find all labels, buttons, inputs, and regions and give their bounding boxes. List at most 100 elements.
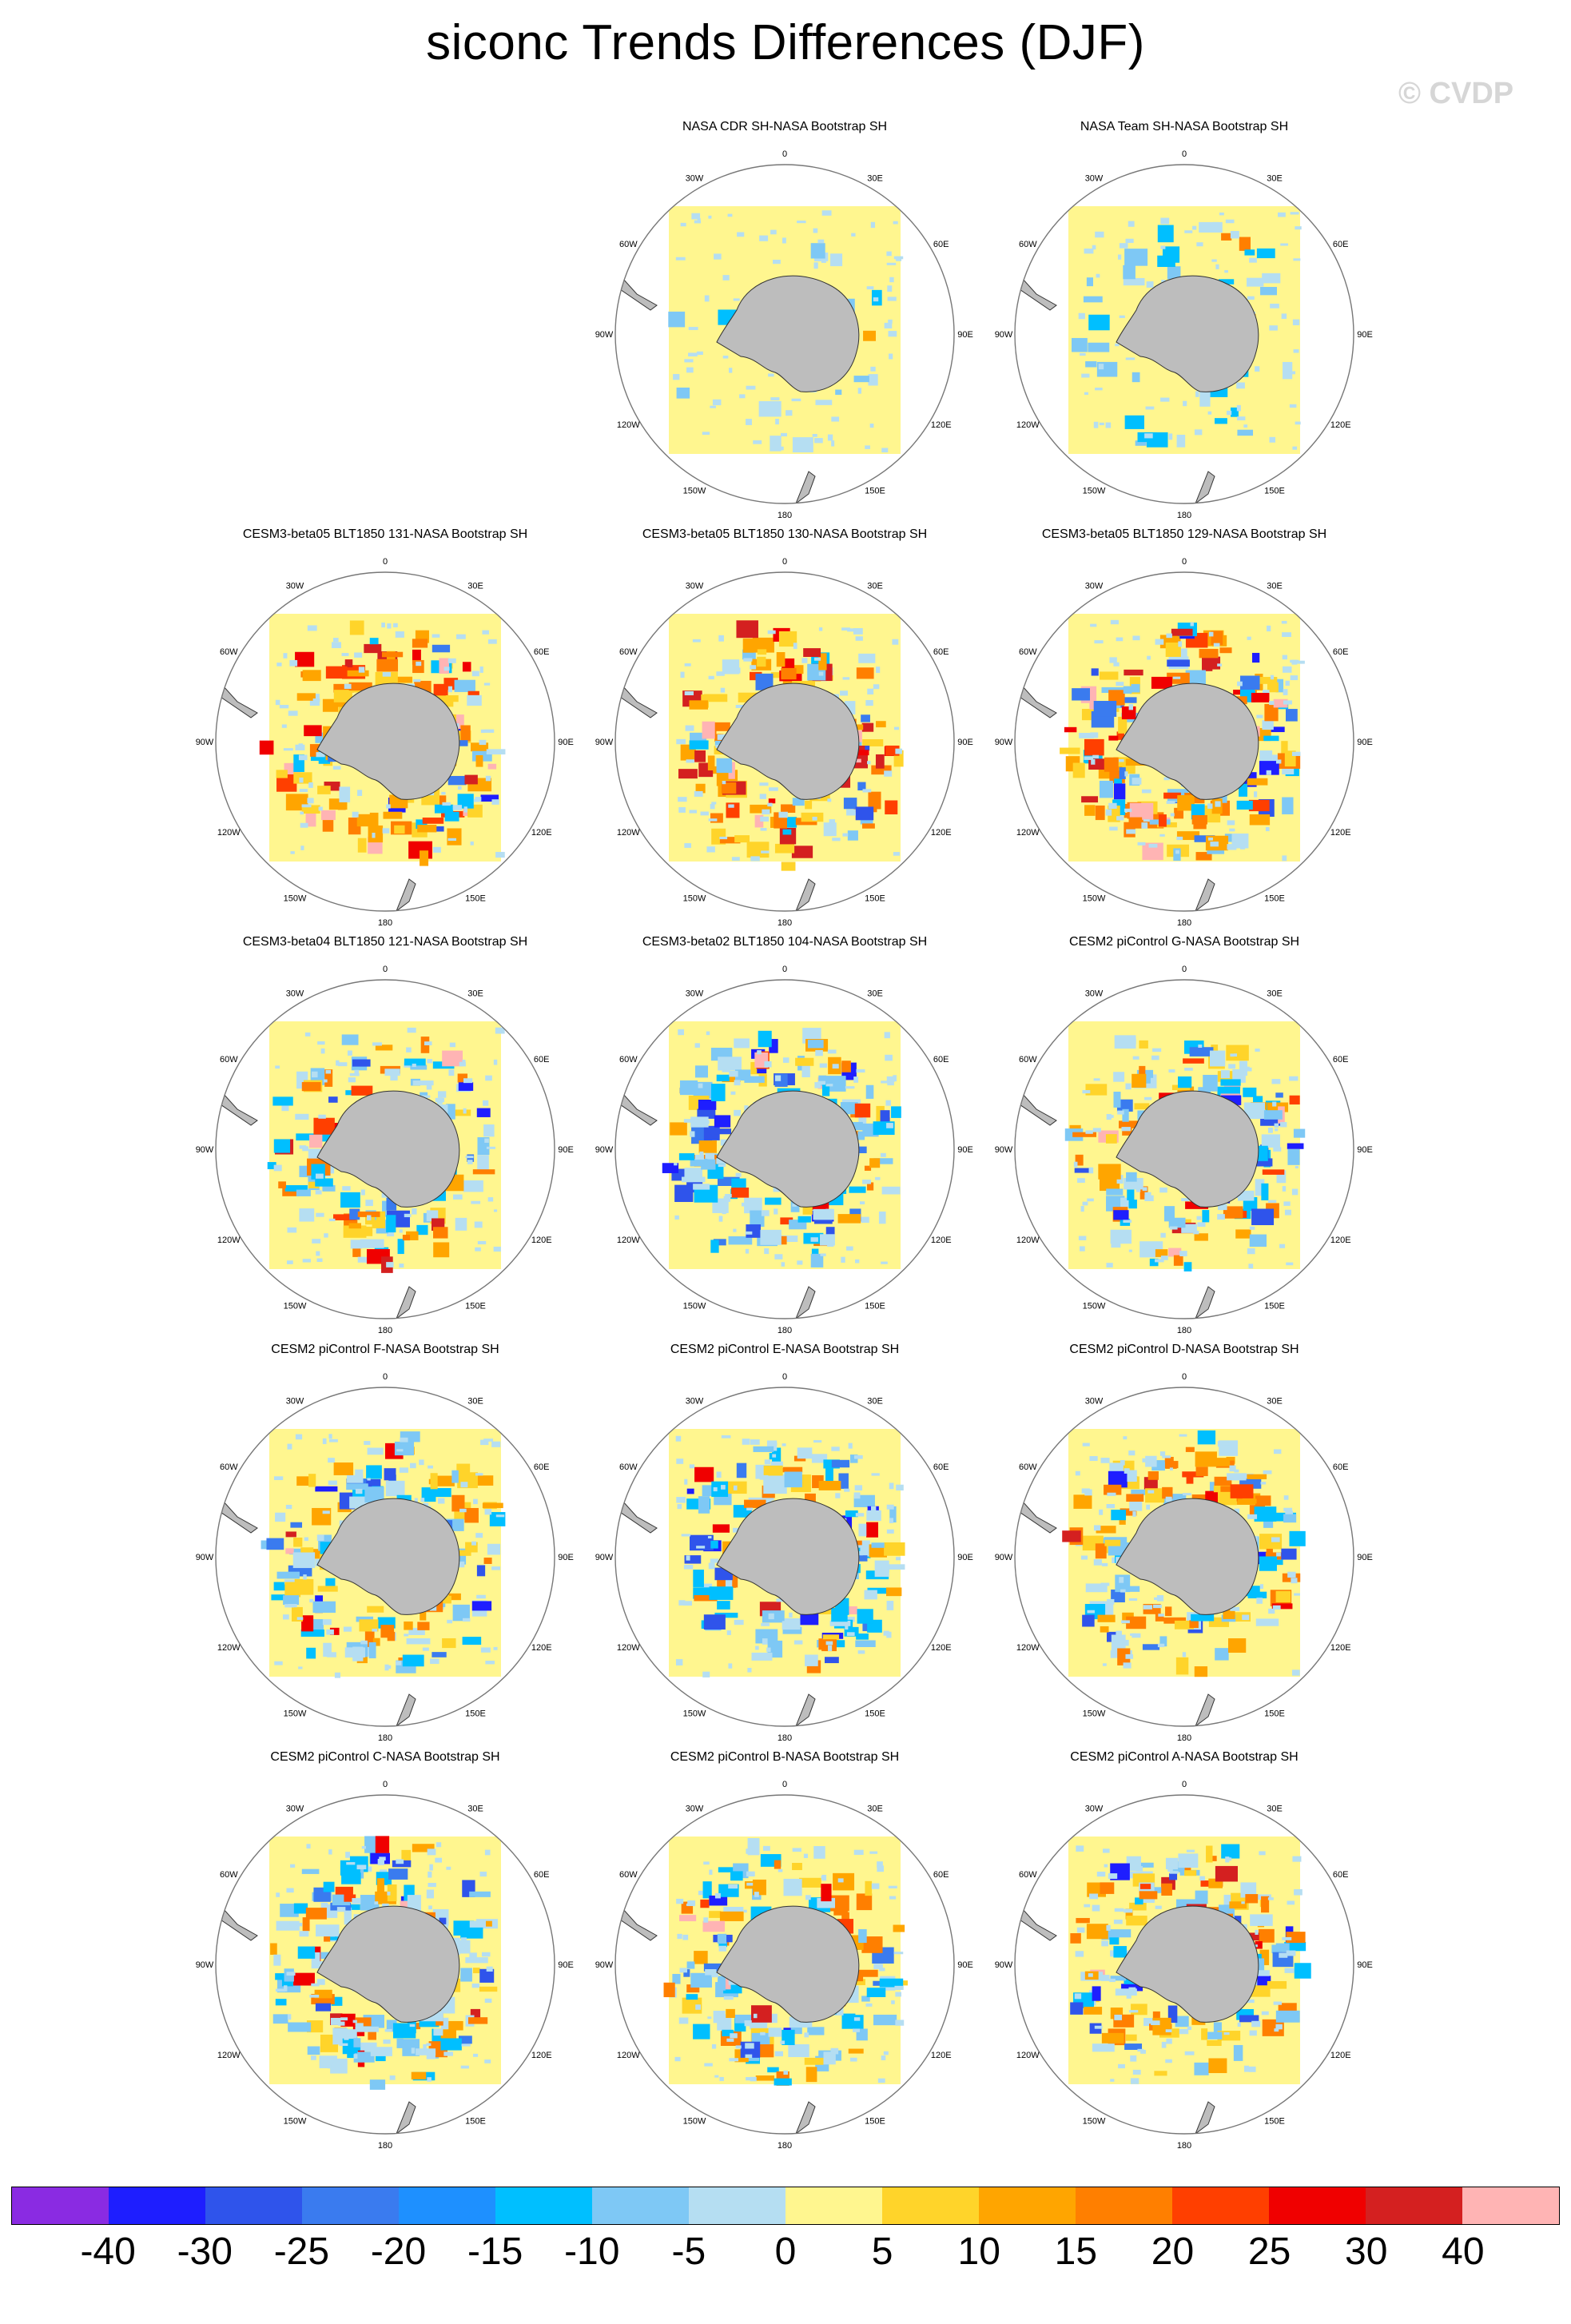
trend-cell [1241, 1901, 1245, 1904]
trend-cell [1100, 1626, 1109, 1633]
longitude-label: 150W [1083, 2117, 1106, 2127]
trend-cell [1132, 1038, 1136, 1045]
longitude-label: 120W [217, 1643, 241, 1653]
trend-cell [876, 667, 881, 674]
trend-cell [837, 1878, 844, 1883]
trend-cell [367, 1215, 372, 1221]
trend-cell [1195, 1466, 1208, 1477]
longitude-label: 150E [865, 1302, 885, 1311]
trend-cell [287, 1443, 292, 1450]
trend-cell [861, 722, 874, 732]
trend-cell [275, 1973, 288, 1980]
trend-cell [1092, 245, 1096, 250]
trend-cell [1267, 1128, 1273, 1133]
trend-cell [396, 1449, 404, 1452]
trend-cell [812, 816, 817, 821]
trend-cell [1172, 676, 1181, 679]
trend-cell [360, 1189, 365, 1196]
trend-cell [480, 1647, 491, 1653]
trend-cell [758, 400, 782, 417]
trend-cell [297, 1946, 316, 1959]
trend-cell [810, 1237, 818, 1242]
map-panel: CESM2 piControl C-NASA Bootstrap SH 0 30E 6… [185, 1750, 585, 2151]
trend-cell [686, 1555, 690, 1561]
trend-cell [493, 1646, 498, 1650]
trend-cell [1241, 1884, 1247, 1888]
trend-cell [1274, 2028, 1279, 2032]
trend-cell [1287, 1148, 1300, 1165]
longitude-label: 150W [284, 1302, 307, 1311]
trend-cell [442, 1638, 456, 1649]
trend-cell [704, 295, 710, 302]
trend-cell [710, 1240, 719, 1253]
antarctica-landmass [716, 1905, 860, 2023]
trend-cell [353, 2054, 358, 2059]
trend-cell [369, 2079, 386, 2090]
longitude-label: 180 [778, 918, 792, 928]
trend-cell [440, 2017, 449, 2030]
trend-cell [858, 653, 876, 663]
longitude-label: 0 [1182, 557, 1187, 567]
trend-cell [412, 1063, 416, 1068]
trend-cell [781, 432, 787, 437]
trend-cell [355, 2026, 379, 2032]
trend-cell [1283, 1507, 1293, 1512]
trend-cell [1211, 1045, 1219, 1053]
trend-cell [384, 1468, 396, 1481]
trend-cell [1128, 1987, 1136, 1991]
trend-cell [1194, 1666, 1208, 1677]
longitude-label: 30W [686, 173, 704, 183]
longitude-label: 90W [995, 738, 1013, 747]
trend-cell [1095, 805, 1105, 821]
trend-cell [340, 2017, 348, 2021]
trend-cell [782, 829, 792, 835]
trend-cell [1123, 265, 1135, 280]
trend-cell [1131, 1489, 1151, 1495]
trend-cell [845, 1624, 849, 1630]
trend-cell [1165, 2029, 1172, 2032]
new-zealand-landmass [395, 2101, 416, 2134]
trend-cell [1213, 2022, 1222, 2032]
trend-cell [368, 1866, 372, 1872]
trend-cell [896, 1484, 904, 1491]
trend-cell [721, 1435, 731, 1439]
trend-cell [433, 1242, 450, 1258]
trend-cell [296, 1133, 318, 1141]
trend-cell [1255, 1158, 1273, 1167]
antarctica-landmass [316, 1498, 460, 1615]
trend-cell [349, 1476, 359, 1480]
trend-cell [308, 1181, 320, 1188]
trend-cell [1163, 792, 1181, 799]
trend-cell [1199, 221, 1223, 233]
trend-cell [1245, 1067, 1252, 1072]
trend-cell [708, 675, 714, 680]
longitude-label: 60E [933, 647, 949, 657]
trend-cell [678, 769, 698, 779]
trend-cell [406, 1047, 412, 1053]
antarctica-landmass [716, 1090, 860, 1208]
trend-cell [293, 1903, 308, 1914]
trend-cell [1072, 1132, 1097, 1137]
trend-cell [823, 1459, 840, 1469]
trend-cell [283, 653, 288, 659]
trend-cell [773, 260, 781, 265]
trend-cell [1283, 1495, 1289, 1500]
trend-cell [886, 262, 897, 265]
trend-cell [1217, 1204, 1227, 1211]
trend-cell [344, 2033, 349, 2040]
trend-cell [853, 1492, 861, 1499]
map-boundary [1014, 164, 1354, 504]
trend-cell [773, 1443, 778, 1446]
new-zealand-landmass [1194, 2101, 1215, 2134]
trend-cell [793, 643, 797, 650]
trend-cell [1234, 1469, 1239, 1473]
trend-cell [364, 1486, 384, 1502]
trend-cell [1129, 802, 1154, 820]
trend-cell [1137, 2048, 1144, 2052]
trend-cell [891, 2000, 895, 2004]
trend-cell [1082, 1201, 1088, 1206]
trend-cell [324, 1233, 328, 1238]
trend-cell [308, 1148, 320, 1160]
trend-cell [886, 1504, 894, 1510]
longitude-label: 120E [931, 828, 952, 838]
